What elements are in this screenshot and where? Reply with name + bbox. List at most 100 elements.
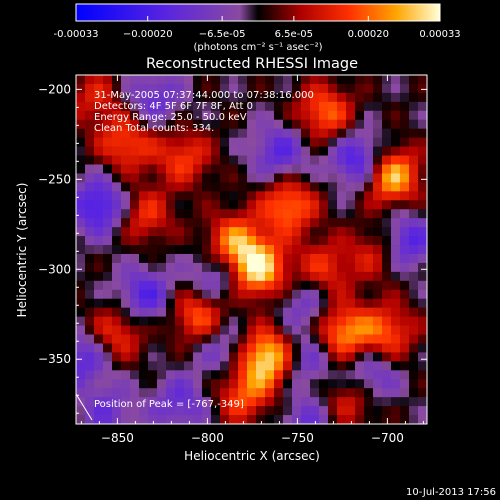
heatmap-cell <box>148 245 158 255</box>
heatmap-cell <box>292 415 302 424</box>
heatmap-cell <box>112 271 122 282</box>
heatmap-cell <box>76 218 86 228</box>
heatmap-cell <box>157 307 167 318</box>
heatmap-cell <box>328 298 338 309</box>
heatmap-cell <box>319 218 329 228</box>
heatmap-cell <box>94 236 104 246</box>
heatmap-cell <box>274 227 284 237</box>
heatmap-cell <box>256 155 266 166</box>
heatmap-cell <box>364 191 374 201</box>
heatmap-cell <box>139 307 149 318</box>
heatmap-cell <box>409 298 419 309</box>
heatmap-cell <box>391 119 401 130</box>
heatmap-cell <box>346 191 356 201</box>
colorbar-unit: (photons cm⁻² s⁻¹ asec⁻²) <box>193 42 322 53</box>
heatmap-cell <box>364 110 374 121</box>
heatmap-cell <box>310 397 320 407</box>
heatmap-cell <box>292 119 302 130</box>
heatmap-cell <box>319 352 329 362</box>
heatmap-cell <box>202 191 212 201</box>
heatmap-cell <box>220 92 230 103</box>
heatmap-cell <box>112 245 122 255</box>
heatmap-cell <box>175 280 185 291</box>
heatmap-cell <box>139 155 149 166</box>
heatmap-cell <box>265 361 275 371</box>
heatmap-cell <box>265 110 275 121</box>
heatmap-cell <box>409 334 419 345</box>
heatmap-cell <box>139 415 149 424</box>
heatmap-cell <box>292 334 302 345</box>
plot-edge-mark <box>75 393 93 421</box>
heatmap-cell <box>373 280 383 291</box>
heatmap-cell <box>148 182 158 192</box>
heatmap-cell <box>292 236 302 246</box>
heatmap-cell <box>112 173 122 183</box>
heatmap-cell <box>130 352 140 362</box>
heatmap-cell <box>328 110 338 121</box>
heatmap-cell <box>112 128 122 139</box>
heatmap-cell <box>391 262 401 273</box>
heatmap-cell <box>355 164 365 175</box>
heatmap-cell <box>409 200 419 210</box>
heatmap-cell <box>184 182 194 192</box>
heatmap-cell <box>139 137 149 148</box>
heatmap-cell <box>301 361 311 371</box>
heatmap-cell <box>400 128 410 139</box>
heatmap-cell <box>238 388 248 398</box>
heatmap-cell <box>175 75 185 85</box>
heatmap-cell <box>166 388 176 398</box>
heatmap-cell <box>166 173 176 183</box>
heatmap-cell <box>112 379 122 389</box>
heatmap-cell <box>184 370 194 380</box>
heatmap-cell <box>103 262 113 273</box>
heatmap-cell <box>418 280 427 291</box>
heatmap-cell <box>157 137 167 148</box>
heatmap-cell <box>184 83 194 94</box>
annotation-line-counts: Clean Total counts: 334. <box>94 123 214 134</box>
heatmap-cell <box>220 325 230 336</box>
heatmap-cell <box>202 271 212 282</box>
heatmap-cell <box>229 343 239 354</box>
heatmap-cell <box>391 200 401 210</box>
heatmap-cell <box>247 191 257 201</box>
heatmap-cell <box>112 209 122 219</box>
heatmap-cell <box>103 182 113 192</box>
heatmap-cell <box>337 92 347 103</box>
heatmap-cell <box>400 379 410 389</box>
heatmap-cell <box>121 128 131 139</box>
heatmap-cell <box>301 101 311 112</box>
heatmap-cell <box>112 119 122 130</box>
heatmap-cell <box>121 343 131 354</box>
heatmap-cell <box>337 406 347 416</box>
heatmap-cell <box>310 119 320 130</box>
heatmap-cell <box>166 325 176 336</box>
heatmap-cell <box>229 245 239 255</box>
heatmap-cell <box>121 173 131 183</box>
heatmap-cell <box>94 110 104 121</box>
heatmap-cell <box>274 164 284 175</box>
heatmap-cell <box>364 343 374 354</box>
heatmap-cell <box>229 209 239 219</box>
heatmap-cell <box>193 334 203 345</box>
heatmap-cell <box>76 236 86 246</box>
heatmap-cell <box>94 406 104 416</box>
heatmap-cell <box>373 262 383 273</box>
heatmap-cell <box>355 137 365 148</box>
heatmap-cell <box>418 388 427 398</box>
heatmap-cell <box>85 218 95 228</box>
heatmap-cell <box>139 200 149 210</box>
heatmap-cell <box>346 406 356 416</box>
heatmap-cell <box>121 379 131 389</box>
heatmap-cell <box>382 137 392 148</box>
heatmap-cell <box>247 155 257 166</box>
y-tick-label: −250 <box>38 172 71 186</box>
heatmap-cell <box>76 110 86 121</box>
heatmap-cell <box>85 236 95 246</box>
heatmap-cell <box>148 191 158 201</box>
heatmap-cell <box>355 325 365 336</box>
heatmap-cell <box>85 155 95 166</box>
heatmap-cell <box>265 352 275 362</box>
heatmap-cell <box>418 164 427 175</box>
heatmap-cell <box>355 379 365 389</box>
heatmap-cell <box>130 397 140 407</box>
